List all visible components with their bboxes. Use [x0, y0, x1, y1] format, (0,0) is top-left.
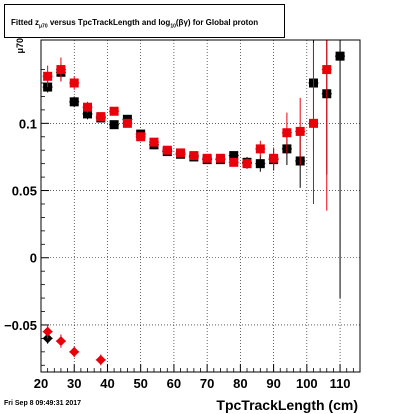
- x-tick-label: 70: [200, 376, 214, 391]
- data-point: [122, 118, 133, 128]
- marker-square: [255, 144, 265, 154]
- data-point: [95, 112, 106, 122]
- x-tick-label: 110: [330, 376, 351, 391]
- title-prefix: Fitted: [11, 18, 35, 27]
- x-tick-label: 40: [100, 376, 114, 391]
- data-point-diamond: [95, 354, 106, 366]
- y-tick-label: 0.1: [19, 116, 37, 131]
- data-point: [215, 153, 226, 163]
- marker-square: [69, 97, 79, 107]
- title-middle: versus TpcTrackLength and log: [47, 18, 171, 27]
- marker-square: [109, 106, 119, 116]
- y-axis-label: μ70: [15, 38, 25, 54]
- marker-square: [83, 109, 93, 119]
- marker-diamond: [69, 346, 80, 357]
- plot-frame: [40, 39, 361, 373]
- data-point-diamond: [69, 346, 80, 358]
- marker-square: [43, 71, 53, 81]
- marker-square: [308, 118, 318, 128]
- data-point: [175, 148, 186, 158]
- data-point: [42, 65, 53, 88]
- x-tick-label: 80: [233, 376, 247, 391]
- marker-square: [215, 153, 225, 163]
- marker-square: [282, 128, 292, 138]
- data-point: [228, 157, 239, 167]
- marker-square: [162, 145, 172, 155]
- marker-square: [269, 153, 279, 163]
- marker-square: [335, 51, 345, 61]
- marker-square: [149, 137, 159, 147]
- data-point: [335, 40, 346, 299]
- data-point: [281, 112, 292, 153]
- x-tick-label: 60: [167, 376, 181, 391]
- marker-diamond: [55, 336, 66, 347]
- grid-lines: [41, 40, 360, 372]
- data-point-diamond: [42, 324, 53, 339]
- data-point: [162, 145, 173, 155]
- plot-title: Fitted zμ70 versus TpcTrackLength and lo…: [11, 18, 258, 30]
- marker-square: [83, 102, 93, 112]
- x-tick-label: 100: [296, 376, 318, 391]
- data-point: [188, 151, 199, 161]
- marker-square: [202, 153, 212, 163]
- data-point: [268, 147, 279, 170]
- data-point: [242, 158, 253, 170]
- y-tick-label: 0.05: [12, 184, 37, 199]
- x-tick-label: 20: [34, 376, 48, 391]
- marker-square: [136, 132, 146, 142]
- marker-diamond: [95, 354, 106, 365]
- x-tick-label: 90: [266, 376, 280, 391]
- marker-square: [242, 159, 252, 169]
- title-z-subscript: μ70: [39, 23, 48, 30]
- marker-square: [69, 78, 79, 88]
- data-point: [295, 97, 306, 166]
- marker-square: [322, 65, 332, 75]
- marker-square: [255, 159, 265, 169]
- tick-labels: 20 30 40 50 60 70 80 90 100 110 −0.05 0 0.05 0.1: [4, 116, 350, 391]
- x-tick-label: 50: [133, 376, 147, 391]
- data-point: [255, 155, 266, 172]
- marker-square: [229, 157, 239, 167]
- data-point: [55, 57, 66, 82]
- data-markers: [42, 40, 346, 366]
- x-axis-label: TpcTrackLength (cm): [216, 397, 358, 413]
- data-point: [109, 106, 120, 116]
- marker-square: [109, 120, 119, 130]
- data-point: [82, 101, 93, 113]
- marker-square: [176, 148, 186, 158]
- y-tick-label: −0.05: [4, 318, 37, 333]
- title-log-subscript: 10: [170, 23, 176, 30]
- data-point-diamond: [55, 334, 66, 348]
- title-z: z: [35, 18, 39, 27]
- data-point: [308, 42, 319, 204]
- plot-title-box: Fitted zμ70 versus TpcTrackLength and lo…: [4, 4, 285, 38]
- marker-square: [122, 118, 132, 128]
- data-point: [69, 96, 80, 108]
- data-point: [109, 120, 120, 130]
- x-tick-label: 30: [67, 376, 81, 391]
- marker-square: [229, 151, 239, 161]
- marker-square: [56, 65, 66, 75]
- title-suffix: (βγ) for Global proton: [175, 18, 259, 27]
- marker-square: [96, 112, 106, 122]
- data-point: [69, 76, 80, 90]
- data-point: [148, 137, 159, 147]
- marker-diamond: [42, 326, 53, 337]
- y-tick-label: 0: [30, 251, 37, 266]
- data-point: [321, 40, 332, 211]
- marker-square: [295, 126, 305, 136]
- data-point: [255, 140, 266, 157]
- data-point: [202, 153, 213, 163]
- date-stamp: Fri Sep 8 09:49:31 2017: [4, 400, 82, 407]
- marker-square: [189, 151, 199, 161]
- data-point: [135, 132, 146, 142]
